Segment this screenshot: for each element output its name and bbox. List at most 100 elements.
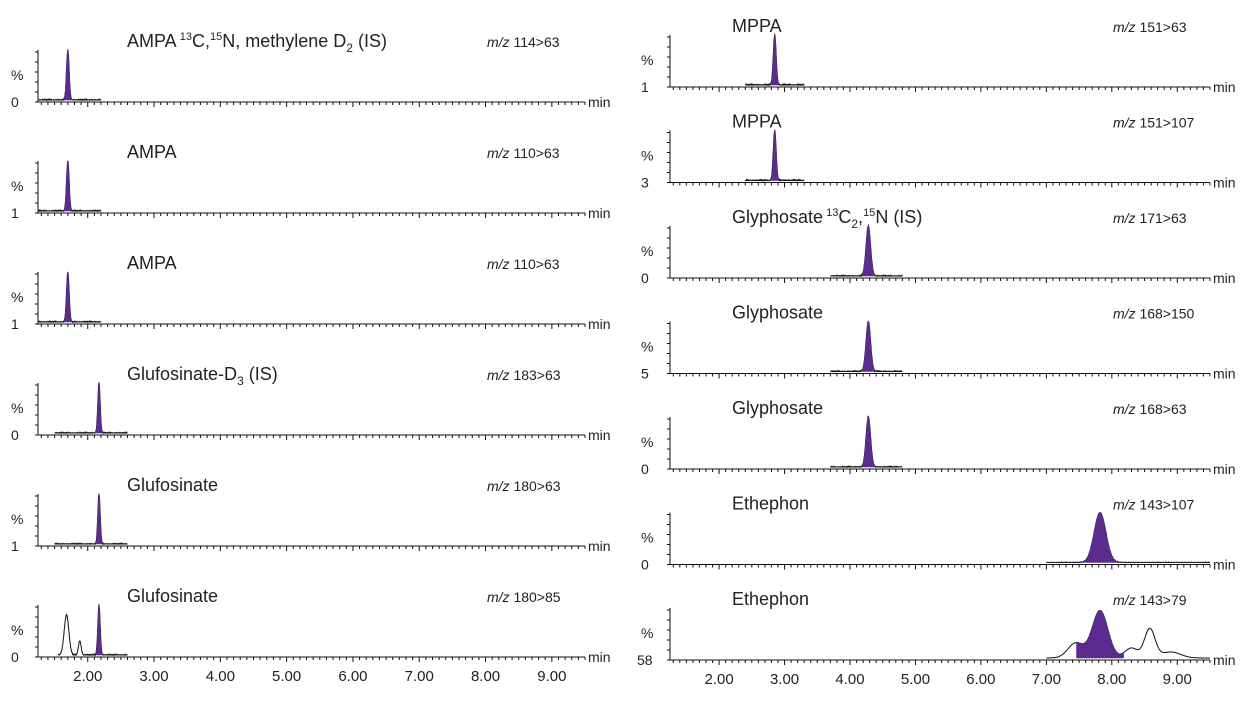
mz-prefix: m/z [1113, 592, 1136, 608]
y-axis-percent-label: % [641, 434, 653, 450]
x-axis-unit-label: min [1213, 461, 1236, 477]
compound-name-part: N, methylene D [222, 31, 346, 51]
compound-name: AMPA [127, 142, 177, 162]
y-axis-percent-label: % [641, 339, 653, 355]
peak-area [1076, 610, 1124, 659]
y-axis-percent-label: % [641, 52, 653, 68]
y-axis-percent-label: % [641, 625, 653, 641]
x-tick-label: 6.00 [338, 668, 367, 685]
x-axis-unit-label: min [588, 94, 611, 110]
chromatogram-panel: Glufosinate m/z 180>85% 0 min 2.00 3.00 4.00 5.… [11, 586, 611, 685]
mz-transition: 143>107 [1136, 497, 1195, 513]
y-axis-min-label: 0 [11, 94, 19, 110]
y-axis-percent-label: % [11, 400, 23, 416]
trace-line [57, 603, 128, 657]
trace-line [744, 129, 805, 182]
chromatogram-panel: Glufosinate m/z 180>63% 1 min [11, 475, 611, 554]
compound-label: AMPA 13C,15N, methylene D2 (IS) [127, 31, 387, 55]
transition-label: m/z 151>107 [1113, 115, 1195, 131]
transition-label: m/z 171>63 [1113, 210, 1187, 226]
x-tick-label: 7.00 [405, 668, 434, 685]
y-axis-min-label: 0 [11, 427, 19, 443]
mz-transition: 110>63 [510, 256, 560, 272]
chromatogram-panel: Glyphosate m/z 168>150% 5 min [641, 303, 1236, 382]
x-tick-label: 6.00 [966, 671, 995, 688]
peak-area [63, 160, 73, 212]
x-axis-unit-label: min [1213, 366, 1236, 382]
transition-label: m/z 110>63 [487, 145, 560, 161]
transition-label: m/z 143>79 [1113, 592, 1187, 608]
compound-label: AMPA [127, 142, 177, 162]
compound-name: Ethephon [732, 494, 809, 514]
transition-label: m/z 168>150 [1113, 306, 1195, 322]
y-axis-min-label: 1 [11, 538, 19, 554]
chromatogram-panel: Glufosinate-D3 (IS) m/z 183>63% 0 min [11, 364, 611, 443]
x-axis-unit-label: min [1213, 652, 1236, 668]
isotope-superscript: 15 [210, 31, 222, 43]
mz-prefix: m/z [487, 478, 510, 494]
peak-area [861, 225, 876, 277]
compound-name-part: , [858, 207, 863, 227]
peak-area [63, 49, 73, 101]
mz-transition: 183>63 [510, 367, 561, 383]
mz-transition: 168>63 [1136, 401, 1187, 417]
peak-area [861, 416, 876, 468]
isotope-superscript: 13 [823, 207, 838, 219]
mz-transition: 171>63 [1136, 210, 1187, 226]
trace-line [1046, 512, 1210, 564]
mz-prefix: m/z [1113, 306, 1136, 322]
transition-label: m/z 180>63 [487, 478, 561, 494]
x-axis-unit-label: min [1213, 270, 1236, 286]
x-axis-unit-label: min [588, 205, 611, 221]
x-tick-label: 2.00 [73, 668, 102, 685]
compound-label: Glufosinate [127, 475, 218, 495]
x-axis-unit-label: min [588, 316, 611, 332]
x-tick-label: 9.00 [1163, 671, 1192, 688]
mz-prefix: m/z [487, 589, 510, 605]
compound-name-part: N [875, 207, 888, 227]
compound-label: AMPA [127, 253, 177, 273]
compound-name: MPPA [732, 112, 782, 132]
x-tick-label: 3.00 [139, 668, 168, 685]
compound-name: AMPA [127, 253, 177, 273]
compound-suffix: (IS) [353, 31, 387, 51]
peak-area [770, 130, 780, 181]
compound-label: Ethephon [732, 494, 809, 514]
compound-label: Glufosinate [127, 586, 218, 606]
compound-name: Glyphosate [732, 398, 823, 418]
transition-label: m/z 143>107 [1113, 497, 1195, 513]
compound-name: Glufosinate [127, 475, 218, 495]
y-axis-percent-label: % [641, 148, 653, 164]
compound-label: Glyphosate [732, 398, 823, 418]
x-axis-unit-label: min [588, 649, 611, 665]
chromatogram-panel: Glyphosate m/z 168>63% 0 min [641, 398, 1236, 477]
peak-area [861, 321, 876, 372]
trace-line [1046, 609, 1210, 659]
isotope-subscript: 2 [851, 217, 858, 231]
mz-prefix: m/z [487, 367, 510, 383]
compound-name-part: C [838, 207, 851, 227]
trace-line [54, 493, 128, 546]
compound-suffix: (IS) [888, 207, 922, 227]
y-axis-percent-label: % [11, 622, 23, 638]
compound-name: AMPA [127, 31, 177, 51]
y-axis-min-label: 5 [641, 366, 649, 382]
chromatogram-panel: AMPA 13C,15N, methylene D2 (IS) m/z 114>6… [11, 31, 611, 110]
x-tick-label: 2.00 [704, 671, 733, 688]
y-axis-min-label: 0 [641, 461, 649, 477]
x-tick-label: 5.00 [901, 671, 930, 688]
compound-label: MPPA [732, 16, 782, 36]
mz-prefix: m/z [1113, 19, 1136, 35]
y-axis-min-label: 0 [11, 649, 19, 665]
compound-name: MPPA [732, 16, 782, 36]
x-tick-label: 7.00 [1032, 671, 1061, 688]
transition-label: m/z 114>63 [487, 34, 560, 50]
peak-area [95, 493, 103, 545]
compound-label: Glyphosate [732, 303, 823, 323]
x-tick-label: 9.00 [537, 668, 566, 685]
transition-label: m/z 168>63 [1113, 401, 1187, 417]
mz-prefix: m/z [1113, 115, 1136, 131]
peak-area [1082, 512, 1118, 563]
x-axis-unit-label: min [588, 427, 611, 443]
